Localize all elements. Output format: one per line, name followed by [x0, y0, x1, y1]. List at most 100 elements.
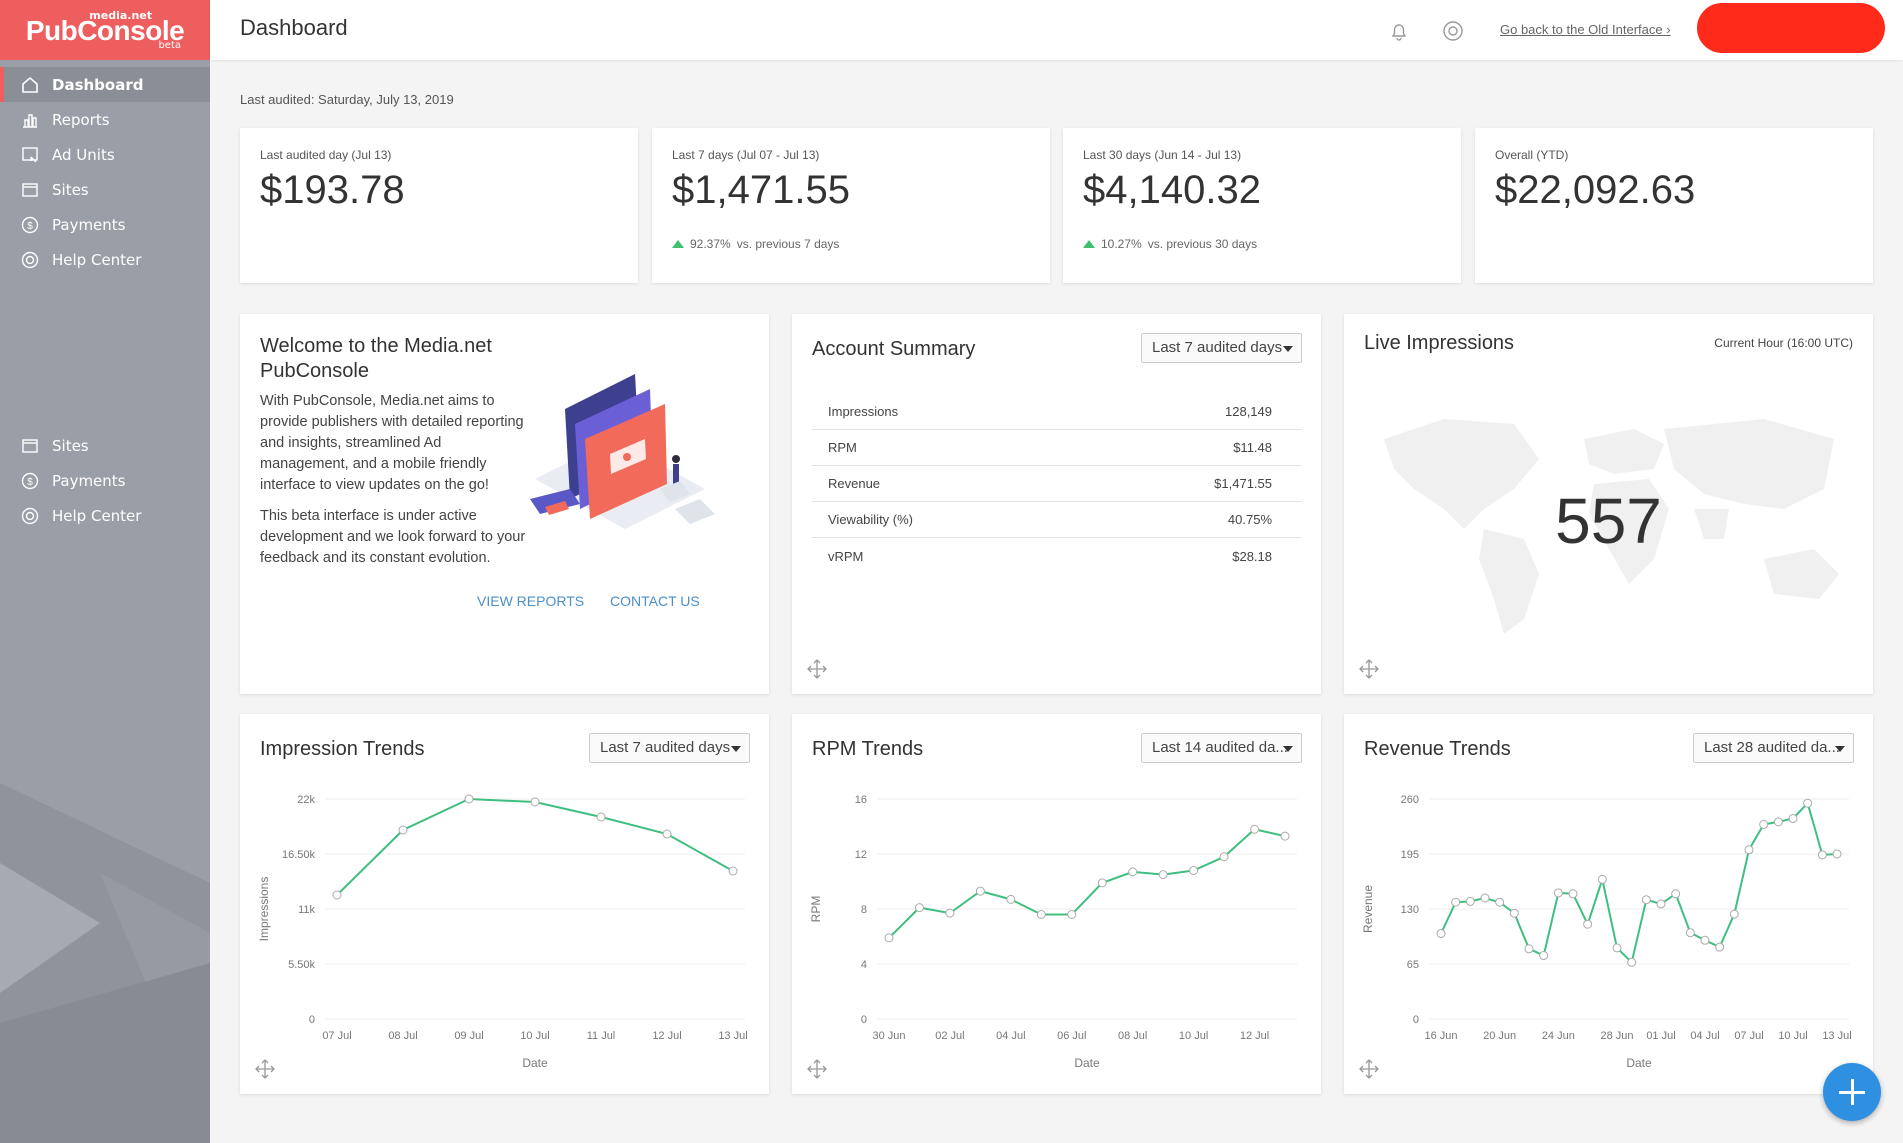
row-label: Impressions — [828, 404, 899, 419]
table-row: RPM $11.48 — [812, 430, 1302, 466]
account-summary-range-dropdown[interactable]: Last 7 audited days — [1141, 333, 1302, 363]
x-tick-label: 28 Jun — [1600, 1030, 1633, 1042]
sidebar-item-label: Dashboard — [52, 75, 144, 94]
bell-icon[interactable] — [1388, 20, 1410, 42]
lifebuoy-icon[interactable] — [1442, 20, 1464, 42]
sidebar-item-label: Help Center — [52, 250, 142, 269]
x-tick-label: 07 Jul — [322, 1030, 351, 1042]
stat-value: $193.78 — [260, 168, 405, 212]
sidebar-background-shapes — [0, 783, 210, 1143]
x-tick-label: 13 Jul — [718, 1030, 747, 1042]
x-tick-label: 12 Jul — [1240, 1030, 1269, 1042]
data-point — [1803, 798, 1813, 808]
data-point — [1759, 819, 1769, 829]
browser-window-icon — [20, 180, 40, 200]
account-summary-title: Account Summary — [812, 338, 976, 360]
stat-change-text: vs. previous 7 days — [736, 237, 840, 251]
data-point — [1451, 897, 1461, 907]
x-tick-label: 24 Jun — [1542, 1030, 1575, 1042]
row-value: $28.18 — [1232, 548, 1272, 564]
table-row: vRPM $28.18 — [812, 538, 1302, 574]
sidebar-item-dashboard[interactable]: Dashboard — [0, 67, 210, 102]
data-point — [1788, 813, 1798, 823]
dollar-coin-icon: $ — [20, 215, 40, 235]
y-axis-label: RPM — [809, 896, 823, 923]
welcome-card: Welcome to the Media.net PubConsole With… — [240, 314, 769, 694]
y-tick-label: 0 — [861, 1014, 867, 1026]
sidebar-item-help-center-2[interactable]: Help Center — [0, 498, 210, 533]
data-point — [975, 886, 985, 896]
stat-label: Last 30 days (Jun 14 - Jul 13) — [1083, 148, 1242, 162]
impression-trends-title: Impression Trends — [260, 738, 425, 760]
account-button[interactable] — [1697, 3, 1885, 53]
series-line — [888, 828, 1286, 939]
live-impressions-card: Live Impressions Current Hour (16:00 UTC… — [1344, 314, 1873, 694]
data-point — [1436, 929, 1446, 939]
series-line — [336, 797, 734, 896]
welcome-title-line2: PubConsole — [260, 360, 369, 382]
stat-change-percent: 10.27% — [1101, 237, 1142, 251]
world-map — [1384, 419, 1839, 634]
row-value: 40.75% — [1227, 512, 1272, 527]
sidebar-item-ad-units[interactable]: Ad Units — [0, 137, 210, 172]
welcome-paragraph-1: With PubConsole, Media.net aims to provi… — [260, 393, 524, 493]
move-handle-icon[interactable] — [806, 1058, 828, 1080]
data-point — [464, 794, 474, 804]
data-point — [1832, 849, 1842, 859]
sidebar-nav-secondary: Sites $ Payments Help Center — [0, 428, 210, 533]
stat-change-percent: 92.37% — [690, 237, 731, 251]
revenue-trends-card: Revenue Trends Last 28 audited da... 0 65… — [1344, 714, 1873, 1094]
y-tick-label: 4 — [861, 959, 867, 971]
sidebar-item-payments-2[interactable]: $ Payments — [0, 463, 210, 498]
x-tick-label: 01 Jul — [1646, 1030, 1675, 1042]
y-axis-label: Impressions — [257, 877, 271, 942]
move-handle-icon[interactable] — [806, 658, 828, 680]
x-axis-label: Date — [1626, 1056, 1652, 1070]
logo-pubconsole: PubConsole — [25, 15, 185, 46]
y-tick-label: 22k — [297, 794, 315, 806]
old-interface-link[interactable]: Go back to the Old Interface › — [1500, 22, 1671, 37]
move-handle-icon[interactable] — [254, 1058, 276, 1080]
move-handle-icon[interactable] — [1358, 1058, 1380, 1080]
contact-us-link[interactable]: CONTACT US — [610, 593, 700, 609]
view-reports-link[interactable]: VIEW REPORTS — [477, 593, 585, 609]
add-widget-button[interactable] — [1823, 1063, 1881, 1121]
sidebar-item-label: Sites — [52, 436, 89, 455]
x-tick-label: 10 Jul — [1179, 1030, 1208, 1042]
sidebar-nav: Dashboard Reports Ad Units Sites $ Payme… — [0, 67, 210, 277]
up-arrow-icon — [672, 240, 684, 248]
sidebar-item-help-center[interactable]: Help Center — [0, 242, 210, 277]
welcome-paragraph-2: This beta interface is under active deve… — [260, 508, 526, 566]
data-point — [1480, 893, 1490, 903]
sidebar-item-label: Sites — [52, 180, 89, 199]
data-point — [530, 797, 540, 807]
x-tick-label: 04 Jul — [1690, 1030, 1719, 1042]
sidebar-item-payments[interactable]: $ Payments — [0, 207, 210, 242]
stat-value: $4,140.32 — [1083, 168, 1261, 212]
x-axis-label: Date — [1074, 1056, 1100, 1070]
sidebar-item-label: Reports — [52, 110, 110, 129]
sidebar-item-sites[interactable]: Sites — [0, 172, 210, 207]
data-point — [1715, 942, 1725, 952]
pubconsole-logo[interactable]: media.net PubConsole beta — [0, 0, 210, 60]
x-tick-label: 08 Jul — [388, 1030, 417, 1042]
lifebuoy-icon — [20, 250, 40, 270]
stat-change: 10.27% vs. previous 30 days — [1083, 237, 1257, 251]
logo-medianet: media.net — [89, 9, 152, 22]
data-point — [1817, 850, 1827, 860]
welcome-illustration — [530, 374, 715, 529]
move-handle-icon[interactable] — [1358, 658, 1380, 680]
impression-trends-range-dropdown[interactable]: Last 7 audited days — [589, 733, 750, 763]
row-value: 128,149 — [1225, 404, 1272, 419]
row-label: RPM — [828, 440, 857, 455]
x-tick-label: 07 Jul — [1734, 1030, 1763, 1042]
sidebar-item-sites-2[interactable]: Sites — [0, 428, 210, 463]
revenue-trends-range-dropdown[interactable]: Last 28 audited da... — [1693, 733, 1854, 763]
impression-trends-chart: 0 5.50k 11k 16.50k 22k 07 Jul 08 Jul 09 Jul 10 J… — [257, 794, 748, 1070]
rpm-trends-range-dropdown[interactable]: Last 14 audited da... — [1141, 733, 1302, 763]
rpm-trends-title: RPM Trends — [812, 738, 924, 760]
table-row: Viewability (%) 40.75% — [812, 502, 1302, 538]
y-tick-label: 195 — [1401, 849, 1419, 861]
lifebuoy-icon — [20, 506, 40, 526]
sidebar-item-reports[interactable]: Reports — [0, 102, 210, 137]
